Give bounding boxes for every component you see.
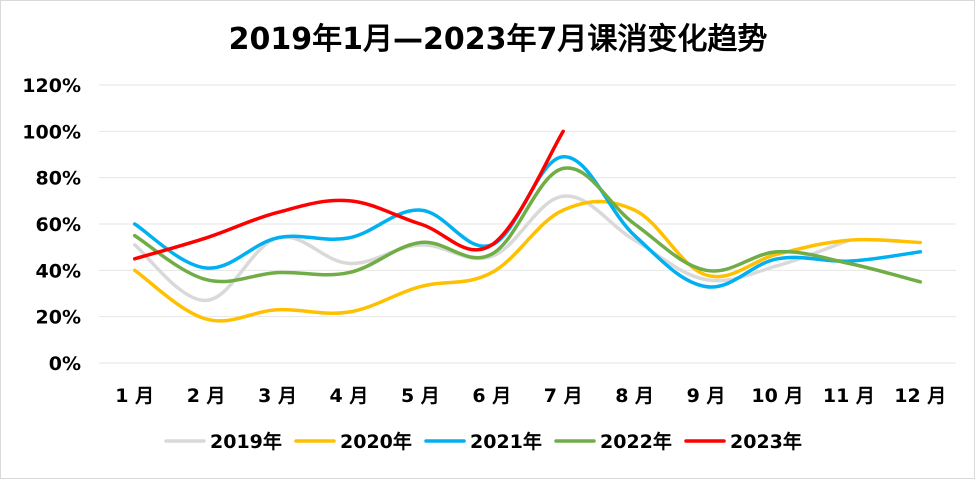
x-tick-label: 10 月 [751,385,803,407]
series-line-2 [132,199,923,323]
legend-label: 2023年 [730,430,802,453]
y-tick-label: 100% [22,121,81,143]
y-tick-label: 60% [36,214,81,236]
series-line-1 [132,194,851,303]
x-tick-label: 12 月 [894,385,946,407]
x-tick-label: 7 月 [544,385,583,407]
legend: 2019年 2020年 2021年 2022年 2023年 [164,430,802,453]
legend-label: 2021年 [470,430,542,453]
x-axis-ticks: 1 月 2 月 3 月 4 月 5 月 6 月 7 月 8 月 9 月 10 月 11 月 12 月 [115,385,946,407]
x-tick-label: 3 月 [258,385,297,407]
series-line-5 [132,129,565,261]
series-lines [132,129,923,323]
x-tick-label: 5 月 [401,385,440,407]
x-tick-label: 1 月 [115,385,154,407]
x-tick-label: 8 月 [615,385,654,407]
x-tick-label: 6 月 [472,385,511,407]
y-tick-label: 80% [36,168,81,190]
legend-label: 2020年 [340,430,412,453]
y-tick-label: 120% [22,75,81,97]
legend-label: 2022年 [600,430,672,453]
series-line-4 [132,166,923,284]
x-tick-label: 11 月 [823,385,875,407]
x-tick-label: 4 月 [330,385,369,407]
y-tick-label: 0% [49,353,81,375]
chart-title: 2019年1月—2023年7月课消变化趋势 [229,22,768,57]
y-tick-label: 40% [36,260,81,282]
x-tick-label: 9 月 [687,385,726,407]
x-tick-label: 2 月 [187,385,226,407]
y-axis-ticks: 0% 20% 40% 60% 80% 100% 120% [22,75,81,375]
y-tick-label: 20% [36,307,81,329]
legend-label: 2019年 [210,430,282,453]
